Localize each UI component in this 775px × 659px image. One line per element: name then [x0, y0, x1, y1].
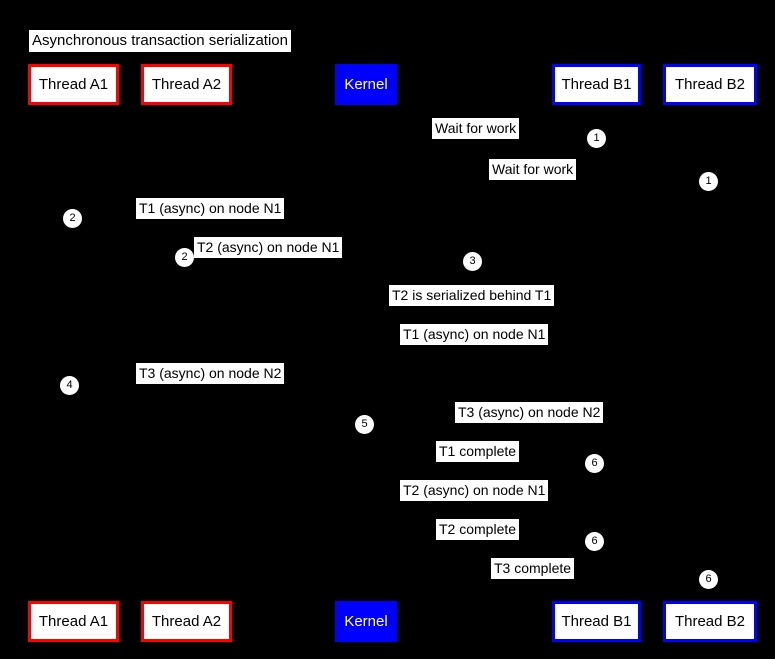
- participant-thread-b1-top[interactable]: Thread B1: [552, 64, 641, 105]
- message-label: T3 complete: [491, 558, 575, 579]
- participant-thread-a2-bottom[interactable]: Thread A2: [141, 601, 232, 642]
- lifeline-kernel: [366, 105, 367, 601]
- participant-label: Thread B2: [674, 76, 746, 93]
- participant-label: Thread A1: [38, 613, 109, 630]
- participant-label: Thread A2: [151, 76, 222, 93]
- step-marker-1: 1: [699, 172, 718, 191]
- message-label: Wait for work: [489, 159, 577, 180]
- step-marker-6: 6: [585, 454, 604, 473]
- participant-label: Thread B1: [561, 76, 632, 93]
- participant-label: Kernel: [344, 613, 388, 630]
- step-marker-6: 6: [585, 532, 604, 551]
- participant-label: Thread B2: [674, 613, 746, 630]
- message-label: T1 (async) on node N1: [400, 324, 549, 345]
- step-marker-6: 6: [699, 570, 718, 589]
- step-marker-1: 1: [587, 129, 606, 148]
- message-label: T2 complete: [436, 519, 520, 540]
- lifeline-thread-b2: [710, 105, 711, 601]
- lifeline-thread-a1: [73, 105, 74, 601]
- diagram-title: Asynchronous transaction serialization: [29, 30, 291, 52]
- message-label: Wait for work: [432, 118, 520, 139]
- participant-thread-a1-top[interactable]: Thread A1: [28, 64, 119, 105]
- message-label: T1 (async) on node N1: [136, 198, 285, 219]
- participant-label: Thread A2: [151, 613, 222, 630]
- message-label: T1 complete: [436, 441, 520, 462]
- message-label: T3 (async) on node N2: [455, 402, 604, 423]
- step-marker-2: 2: [63, 209, 82, 228]
- participant-thread-a1-bottom[interactable]: Thread A1: [28, 601, 119, 642]
- message-label: T2 is serialized behind T1: [389, 285, 555, 306]
- message-label: T3 (async) on node N2: [136, 363, 285, 384]
- lifeline-thread-b1: [596, 105, 597, 601]
- participant-thread-b2-bottom[interactable]: Thread B2: [663, 601, 757, 642]
- message-label: T2 (async) on node N1: [400, 480, 549, 501]
- participant-thread-a2-top[interactable]: Thread A2: [141, 64, 232, 105]
- participant-label: Thread B1: [561, 613, 632, 630]
- step-marker-3: 3: [463, 252, 482, 271]
- participant-label: Kernel: [344, 76, 388, 93]
- step-marker-4: 4: [60, 376, 79, 395]
- lifeline-thread-a2: [186, 105, 187, 601]
- participant-label: Thread A1: [38, 76, 109, 93]
- message-label: T2 (async) on node N1: [194, 237, 343, 258]
- participant-kernel-top[interactable]: Kernel: [335, 64, 397, 105]
- participant-thread-b2-top[interactable]: Thread B2: [663, 64, 757, 105]
- participant-thread-b1-bottom[interactable]: Thread B1: [552, 601, 641, 642]
- step-marker-5: 5: [355, 415, 374, 434]
- step-marker-2: 2: [175, 248, 194, 267]
- participant-kernel-bottom[interactable]: Kernel: [335, 601, 397, 642]
